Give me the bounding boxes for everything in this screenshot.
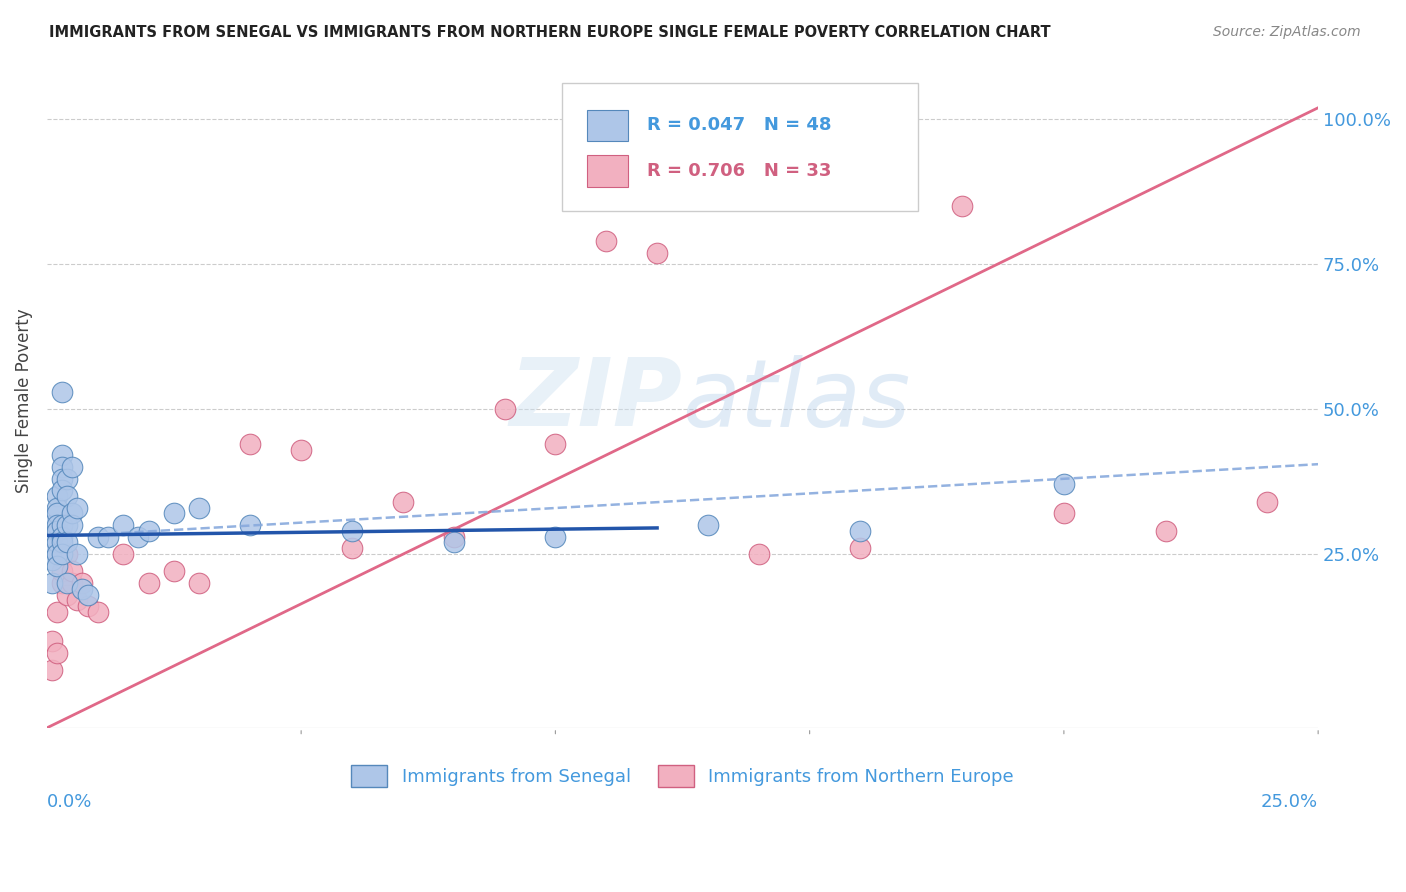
Point — [72, 582, 94, 596]
Point — [849, 524, 872, 538]
Point — [41, 518, 63, 533]
Point — [46, 646, 69, 660]
Point — [56, 576, 79, 591]
Text: atlas: atlas — [682, 355, 911, 446]
Text: Source: ZipAtlas.com: Source: ZipAtlas.com — [1213, 25, 1361, 39]
Point — [87, 605, 110, 619]
Point — [544, 437, 567, 451]
Point — [60, 565, 83, 579]
Bar — [588, 155, 628, 187]
Point — [112, 547, 135, 561]
Point — [56, 535, 79, 549]
Point — [66, 593, 89, 607]
Point — [748, 547, 770, 561]
Point — [56, 489, 79, 503]
Point — [239, 437, 262, 451]
Point — [46, 547, 69, 561]
Point — [46, 524, 69, 538]
Point — [443, 535, 465, 549]
Point — [138, 576, 160, 591]
Point — [66, 547, 89, 561]
Point — [1256, 495, 1278, 509]
Point — [87, 530, 110, 544]
Point — [188, 500, 211, 515]
Text: ZIP: ZIP — [509, 354, 682, 446]
Point — [60, 460, 83, 475]
Point — [163, 507, 186, 521]
Text: R = 0.047   N = 48: R = 0.047 N = 48 — [647, 116, 831, 135]
Point — [239, 518, 262, 533]
Point — [1154, 524, 1177, 538]
Point — [340, 541, 363, 556]
Point — [41, 541, 63, 556]
Point — [51, 565, 73, 579]
Point — [41, 663, 63, 677]
Point — [51, 449, 73, 463]
Point — [51, 472, 73, 486]
Point — [290, 442, 312, 457]
Point — [1053, 507, 1076, 521]
Point — [51, 518, 73, 533]
Point — [51, 384, 73, 399]
Point — [41, 576, 63, 591]
Point — [60, 518, 83, 533]
Point — [41, 530, 63, 544]
Point — [127, 530, 149, 544]
Point — [97, 530, 120, 544]
Point — [56, 547, 79, 561]
Point — [76, 599, 98, 614]
Point — [138, 524, 160, 538]
Point — [645, 245, 668, 260]
Point — [46, 500, 69, 515]
Point — [544, 530, 567, 544]
Point — [112, 518, 135, 533]
Point — [60, 507, 83, 521]
Point — [340, 524, 363, 538]
Point — [56, 472, 79, 486]
Point — [46, 507, 69, 521]
Point — [76, 588, 98, 602]
Point — [443, 530, 465, 544]
Point — [950, 199, 973, 213]
Point — [72, 576, 94, 591]
Point — [595, 234, 617, 248]
Point — [46, 535, 69, 549]
FancyBboxPatch shape — [562, 83, 918, 211]
Legend: Immigrants from Senegal, Immigrants from Northern Europe: Immigrants from Senegal, Immigrants from… — [344, 757, 1021, 794]
Point — [66, 500, 89, 515]
Text: 25.0%: 25.0% — [1261, 793, 1319, 812]
Point — [46, 558, 69, 573]
Point — [51, 460, 73, 475]
Point — [51, 535, 73, 549]
Point — [51, 547, 73, 561]
Point — [697, 518, 720, 533]
Point — [46, 605, 69, 619]
Point — [51, 530, 73, 544]
Point — [163, 565, 186, 579]
Text: IMMIGRANTS FROM SENEGAL VS IMMIGRANTS FROM NORTHERN EUROPE SINGLE FEMALE POVERTY: IMMIGRANTS FROM SENEGAL VS IMMIGRANTS FR… — [49, 25, 1050, 40]
Text: R = 0.706   N = 33: R = 0.706 N = 33 — [647, 162, 831, 180]
Text: 0.0%: 0.0% — [46, 793, 93, 812]
Y-axis label: Single Female Poverty: Single Female Poverty — [15, 308, 32, 492]
Point — [60, 576, 83, 591]
Point — [41, 553, 63, 567]
Point — [56, 518, 79, 533]
Point — [56, 588, 79, 602]
Bar — [588, 110, 628, 141]
Point — [188, 576, 211, 591]
Point — [1053, 477, 1076, 491]
Point — [51, 483, 73, 498]
Point — [494, 402, 516, 417]
Point — [849, 541, 872, 556]
Point — [51, 576, 73, 591]
Point — [46, 518, 69, 533]
Point — [392, 495, 415, 509]
Point — [46, 489, 69, 503]
Point — [41, 634, 63, 648]
